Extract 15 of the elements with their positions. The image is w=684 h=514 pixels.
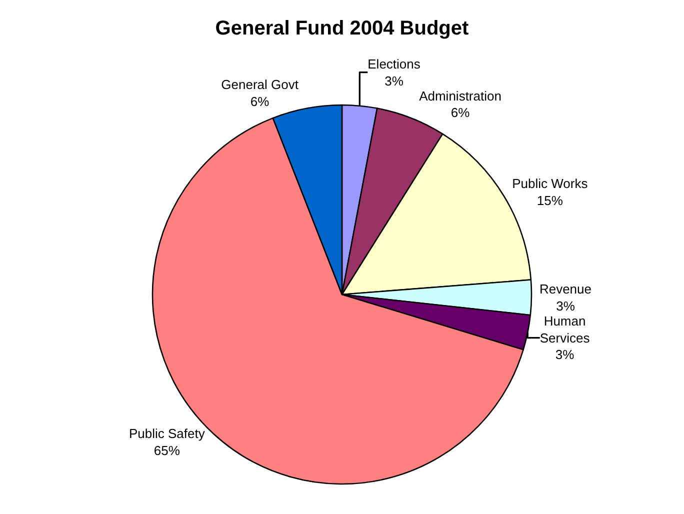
data-label: 6% (250, 94, 270, 109)
slice-label: Public Works (512, 176, 588, 192)
data-label: 3% (555, 347, 575, 362)
data-label: 3% (556, 298, 576, 314)
slice-label: Human Services (540, 313, 590, 346)
slice-label: Administration (419, 88, 502, 104)
data-label: 3% (384, 73, 404, 88)
data-label: 65% (154, 443, 180, 458)
slice-label: General Govt (221, 76, 299, 92)
data-label: 15% (536, 193, 564, 208)
data-label: 6% (450, 105, 470, 120)
slice-label: Revenue (539, 282, 592, 296)
chart-title: General Fund 2004 Budget (215, 18, 470, 40)
slice-label: Public Safety (128, 426, 206, 442)
slice-label: Elections (368, 56, 421, 72)
